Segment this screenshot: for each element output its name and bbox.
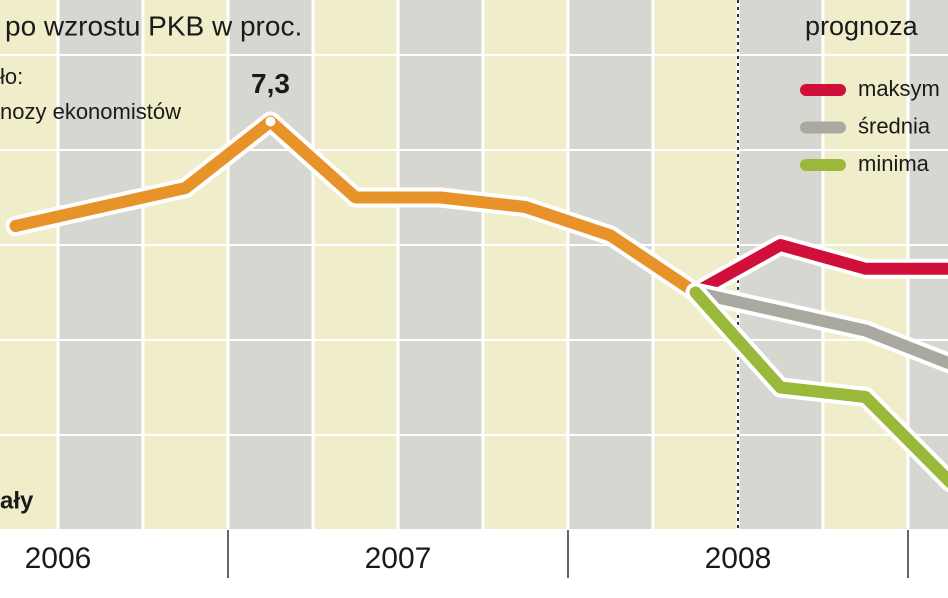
x-tick-label: 2007 [365, 542, 432, 575]
x-tick-label: 2006 [25, 542, 92, 575]
note: ały [0, 487, 34, 514]
axis-band [0, 530, 948, 593]
data-label: 7,3 [251, 68, 290, 99]
column [145, 0, 227, 530]
note: nozy ekonomistów [0, 99, 181, 124]
legend-label: średnia [858, 113, 931, 138]
legend-label: maksym [858, 76, 940, 101]
column [400, 0, 482, 530]
column [60, 0, 142, 530]
column [315, 0, 397, 530]
forecast-label: prognoza [805, 11, 919, 41]
chart-title: po wzrostu PKB w proc. [5, 10, 302, 41]
point [266, 117, 276, 127]
note: ło: [0, 64, 23, 89]
column [485, 0, 567, 530]
legend-label: minima [858, 151, 930, 176]
x-tick-label: 2008 [705, 542, 772, 575]
